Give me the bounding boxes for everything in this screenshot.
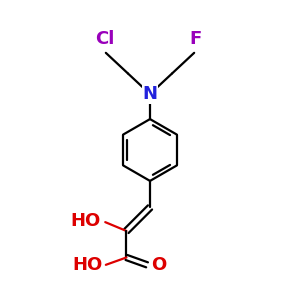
Text: Cl: Cl (95, 29, 114, 47)
Text: HO: HO (70, 212, 101, 230)
Text: HO: HO (72, 256, 102, 274)
Text: O: O (152, 256, 167, 274)
Text: N: N (142, 85, 158, 103)
Text: F: F (190, 29, 202, 47)
